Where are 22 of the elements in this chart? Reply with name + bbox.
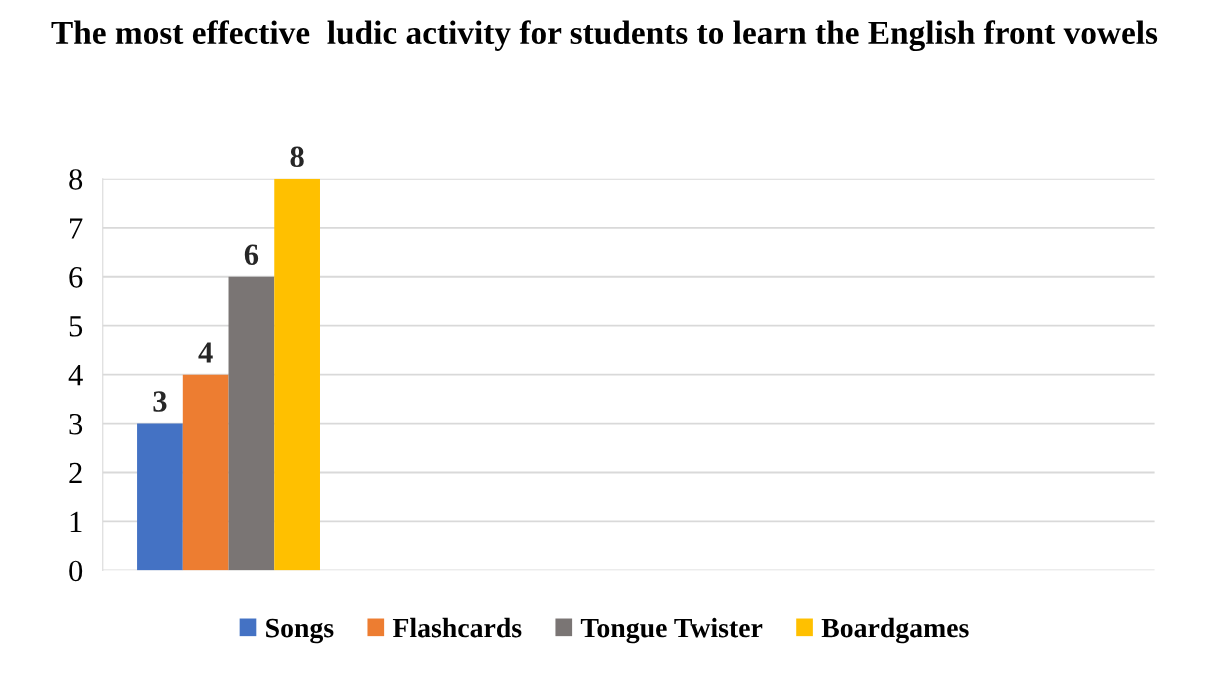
y-tick-label: 8 xyxy=(69,169,83,190)
bar xyxy=(137,423,183,571)
bar xyxy=(274,178,320,571)
y-tick-label: 3 xyxy=(69,413,83,435)
data-label: 6 xyxy=(244,244,259,265)
y-tick-label: 6 xyxy=(69,267,83,288)
y-tick-label: 7 xyxy=(70,218,83,239)
y-tick-label: 1 xyxy=(70,511,82,533)
data-label: 3 xyxy=(153,391,167,412)
y-tick-label: 5 xyxy=(69,316,83,337)
data-label: 8 xyxy=(290,146,304,168)
legend-label: Flashcards xyxy=(392,617,522,638)
bar xyxy=(182,374,229,571)
y-tick-label: 0 xyxy=(69,560,83,582)
chart-title: The most effective ludic activity for students to learn the English front vowels xyxy=(51,20,1158,52)
y-tick-label: 4 xyxy=(68,365,83,386)
legend-label: Songs xyxy=(266,618,334,644)
legend-label: Tongue Twister xyxy=(580,617,763,644)
y-tick-label: 2 xyxy=(69,462,82,484)
data-label: 4 xyxy=(198,342,213,363)
legend-label: Boardgames xyxy=(821,617,969,644)
bar xyxy=(228,276,275,571)
